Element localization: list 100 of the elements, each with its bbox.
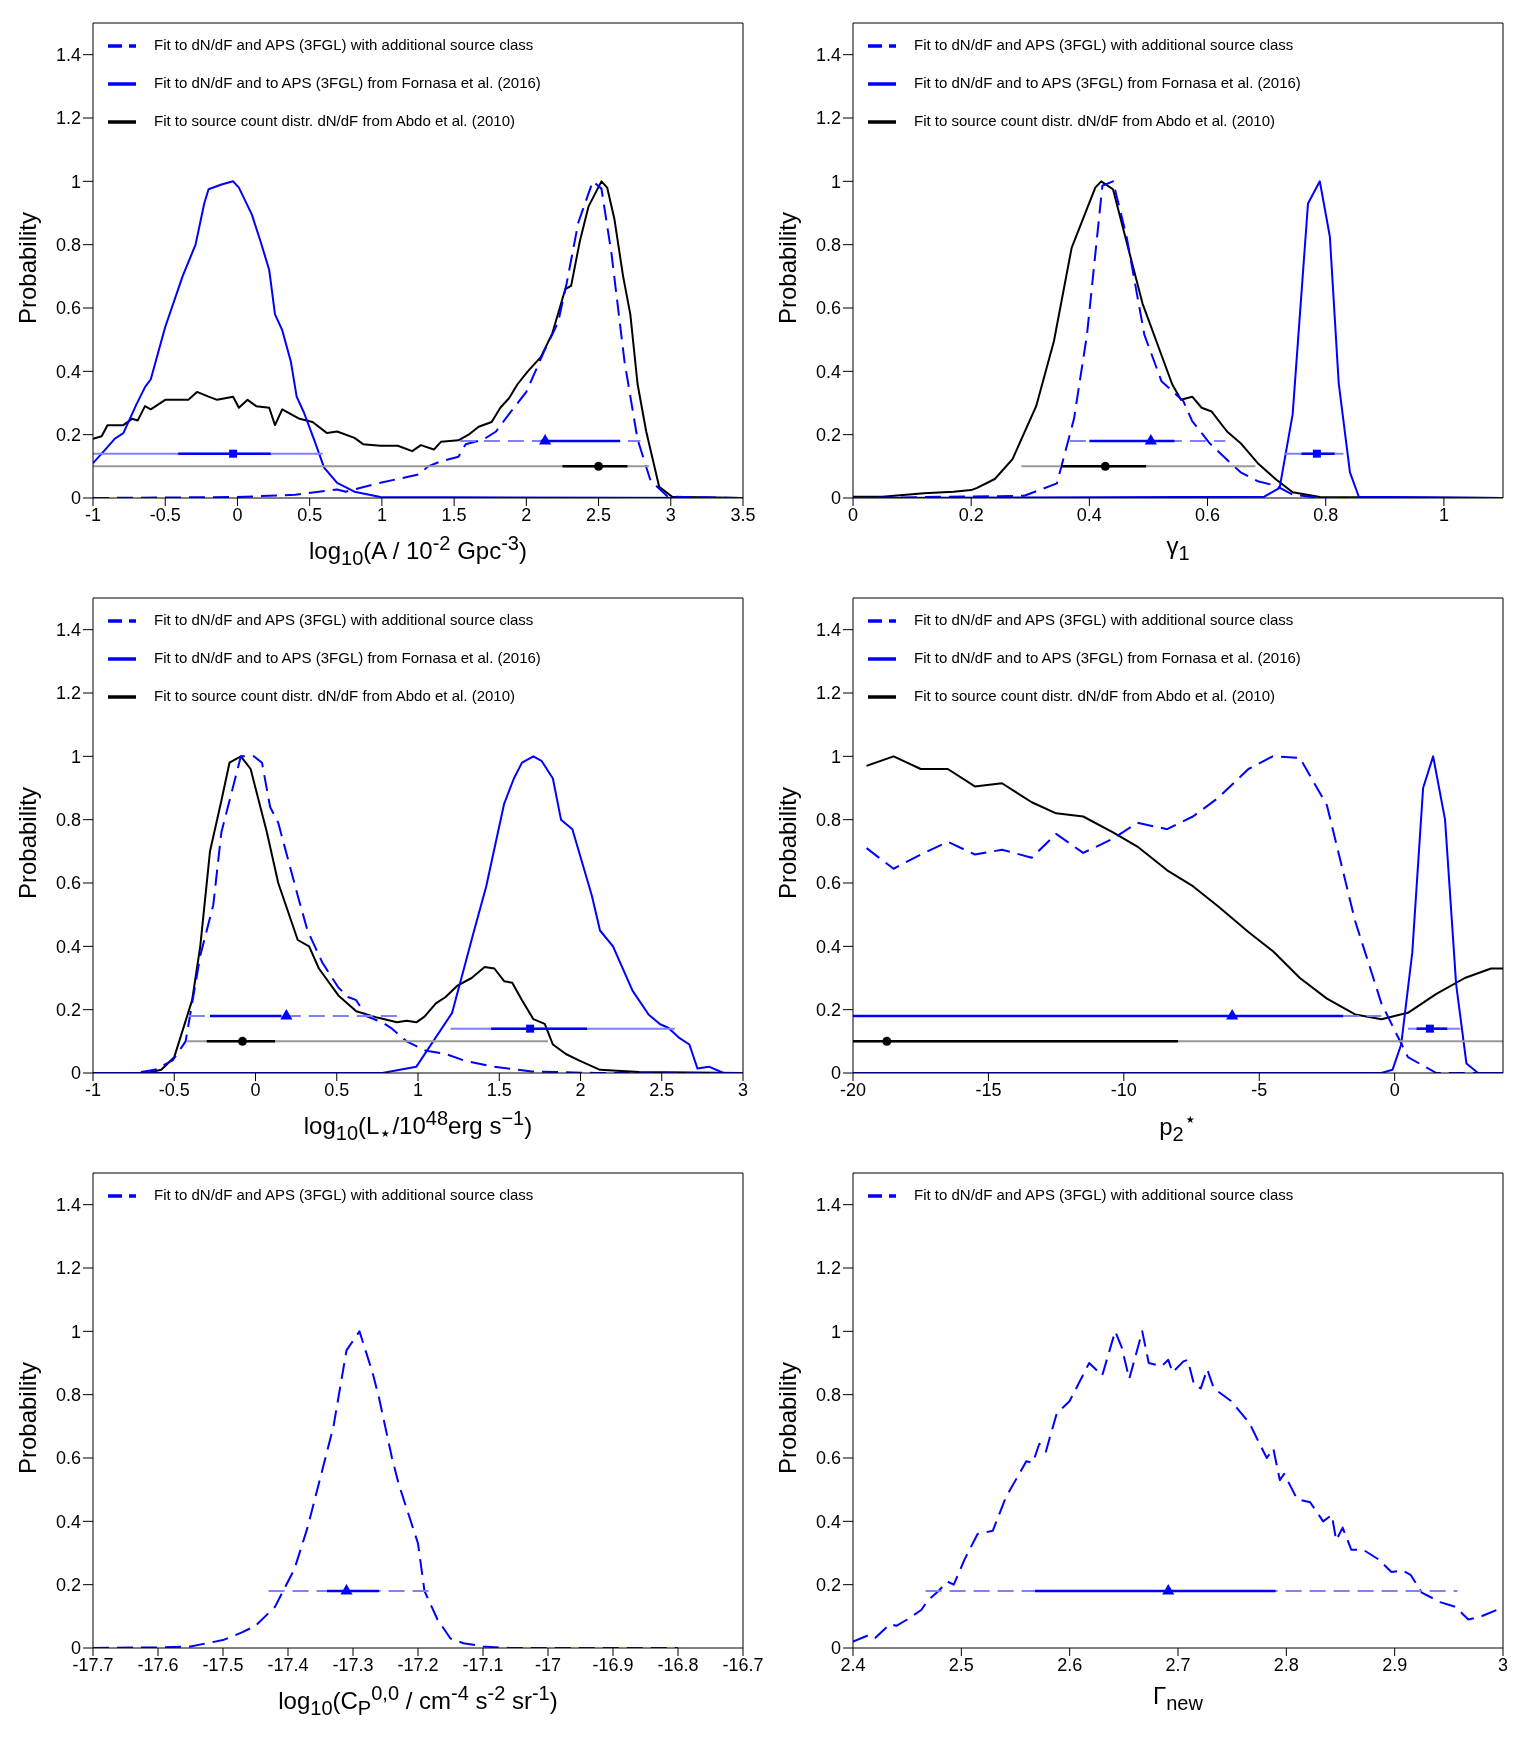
- legend-label: Fit to dN/dF and to APS (3FGL) from Fornasa et al. (2016): [154, 74, 541, 91]
- legend-label: Fit to dN/dF and APS (3FGL) with additional source class: [154, 36, 534, 53]
- x-tick-label: 3: [1497, 1654, 1509, 1675]
- y-tick-label: 1: [830, 1321, 841, 1342]
- y-tick-label: 0: [70, 1063, 81, 1084]
- y-axis-title: Probability: [14, 210, 42, 327]
- y-axis-title: Probability: [14, 785, 42, 902]
- x-tick-label: 2.6: [1057, 1654, 1083, 1675]
- x-tick-label: -16.7: [722, 1654, 764, 1675]
- legend-label: Fit to dN/dF and APS (3FGL) with additional source class: [914, 611, 1294, 628]
- y-tick-label: 0.6: [55, 1448, 81, 1469]
- y-tick-label: 1.4: [815, 45, 841, 66]
- y-tick-label: 1.2: [55, 1258, 81, 1279]
- legend-label: Fit to dN/dF and APS (3FGL) with additional source class: [154, 1186, 534, 1203]
- x-tick-label: 2: [575, 1079, 586, 1100]
- x-tick-label: 0.6: [1195, 504, 1221, 525]
- y-tick-label: 0.6: [815, 1448, 841, 1469]
- y-tick-label: 0: [830, 1063, 841, 1084]
- y-tick-label: 1: [830, 171, 841, 192]
- x-tick-label: -17.4: [267, 1654, 309, 1675]
- legend-label: Fit to dN/dF and to APS (3FGL) from Fornasa et al. (2016): [154, 649, 541, 666]
- x-axis-title: Γ$_{new}$: [1152, 1682, 1204, 1715]
- y-tick-label: 0.4: [815, 361, 841, 382]
- x-tick-label: -10: [1110, 1079, 1137, 1100]
- x-tick-label: 1: [376, 504, 387, 525]
- y-tick-label: 1.4: [815, 620, 841, 641]
- x-tick-label: -16.9: [592, 1654, 634, 1675]
- y-tick-label: 1: [70, 171, 81, 192]
- y-axis-title: Probability: [774, 1360, 802, 1477]
- x-tick-label: -17: [534, 1654, 562, 1675]
- y-tick-label: 1.4: [815, 1195, 841, 1216]
- x-tick-label: -15: [975, 1079, 1002, 1100]
- legend-label: Fit to dN/dF and to APS (3FGL) from Fornasa et al. (2016): [914, 649, 1301, 666]
- y-tick-label: 0.6: [55, 298, 81, 319]
- y-tick-label: 0.4: [815, 1511, 841, 1532]
- y-tick-label: 0.2: [55, 1000, 81, 1021]
- x-tick-label: 2.8: [1273, 1654, 1299, 1675]
- x-tick-label: -17.2: [397, 1654, 439, 1675]
- x-tick-label: -17.1: [462, 1654, 504, 1675]
- x-tick-label: 0.5: [297, 504, 323, 525]
- x-tick-label: -0.5: [149, 504, 181, 525]
- x-tick-label: 3: [665, 504, 676, 525]
- x-tick-label: 2.7: [1165, 1654, 1191, 1675]
- x-tick-label: 1: [1438, 504, 1449, 525]
- y-tick-label: 1.2: [815, 683, 841, 704]
- y-tick-label: 1.4: [55, 620, 81, 641]
- y-tick-label: 1.4: [55, 45, 81, 66]
- y-axis-title: Probability: [774, 210, 802, 327]
- y-tick-label: 1.2: [55, 683, 81, 704]
- y-tick-label: 0.8: [55, 235, 81, 256]
- x-tick-label: -5: [1251, 1079, 1268, 1100]
- x-tick-label: 2.5: [649, 1079, 675, 1100]
- x-tick-label: 0.4: [1076, 504, 1102, 525]
- y-tick-label: 0: [830, 1638, 841, 1659]
- x-axis-title: log$_{10}$(A / 10$^{-2}$ Gpc$^{-3}$): [308, 532, 528, 570]
- legend-label: Fit to source count distr. dN/dF from Abdo et al. (2010): [914, 687, 1276, 704]
- x-tick-label: 0: [232, 504, 243, 525]
- x-tick-label: 0: [1389, 1079, 1400, 1100]
- y-tick-label: 0.6: [815, 873, 841, 894]
- x-tick-label: -20: [839, 1079, 867, 1100]
- y-tick-label: 1.2: [815, 1258, 841, 1279]
- y-tick-label: 0: [70, 488, 81, 509]
- legend-label: Fit to dN/dF and APS (3FGL) with additional source class: [914, 1186, 1294, 1203]
- y-tick-label: 1.2: [55, 108, 81, 129]
- y-tick-label: 0.8: [55, 810, 81, 831]
- legend-label: Fit to dN/dF and APS (3FGL) with additional source class: [154, 611, 534, 628]
- x-tick-label: 0.8: [1313, 504, 1339, 525]
- x-tick-label: 1.5: [441, 504, 467, 525]
- x-tick-label: -16.8: [657, 1654, 699, 1675]
- y-tick-label: 0: [830, 488, 841, 509]
- x-tick-label: -1: [84, 1079, 102, 1100]
- y-tick-label: 0.4: [815, 936, 841, 957]
- x-axis-title: γ$_{1}$: [1165, 532, 1191, 565]
- y-tick-label: 1.2: [815, 108, 841, 129]
- legend-label: Fit to source count distr. dN/dF from Abdo et al. (2010): [914, 112, 1276, 129]
- y-tick-label: 0.8: [815, 1385, 841, 1406]
- y-tick-label: 0.4: [55, 361, 81, 382]
- x-tick-label: 0: [250, 1079, 261, 1100]
- y-tick-label: 0.2: [815, 1000, 841, 1021]
- x-tick-label: -17.6: [137, 1654, 179, 1675]
- y-tick-label: 0.2: [55, 425, 81, 446]
- x-tick-label: 0: [847, 504, 859, 525]
- y-tick-label: 0.8: [815, 235, 841, 256]
- legend-label: Fit to dN/dF and to APS (3FGL) from Fornasa et al. (2016): [914, 74, 1301, 91]
- x-tick-label: -0.5: [158, 1079, 190, 1100]
- legend-label: Fit to source count distr. dN/dF from Abdo et al. (2010): [154, 112, 516, 129]
- legend-label: Fit to source count distr. dN/dF from Abdo et al. (2010): [154, 687, 516, 704]
- x-tick-label: 2.5: [586, 504, 612, 525]
- y-tick-label: 1.4: [55, 1195, 81, 1216]
- x-tick-label: -17.5: [202, 1654, 244, 1675]
- y-tick-label: 1: [830, 746, 841, 767]
- x-tick-label: 2: [521, 504, 532, 525]
- legend-label: Fit to dN/dF and APS (3FGL) with additional source class: [914, 36, 1294, 53]
- x-tick-label: 2.9: [1382, 1654, 1408, 1675]
- x-tick-label: 0.5: [324, 1079, 350, 1100]
- x-tick-label: -17.3: [332, 1654, 374, 1675]
- x-tick-label: 1.5: [486, 1079, 512, 1100]
- x-tick-label: 2.4: [840, 1654, 866, 1675]
- y-tick-label: 0.6: [55, 873, 81, 894]
- y-tick-label: 0.4: [55, 1511, 81, 1532]
